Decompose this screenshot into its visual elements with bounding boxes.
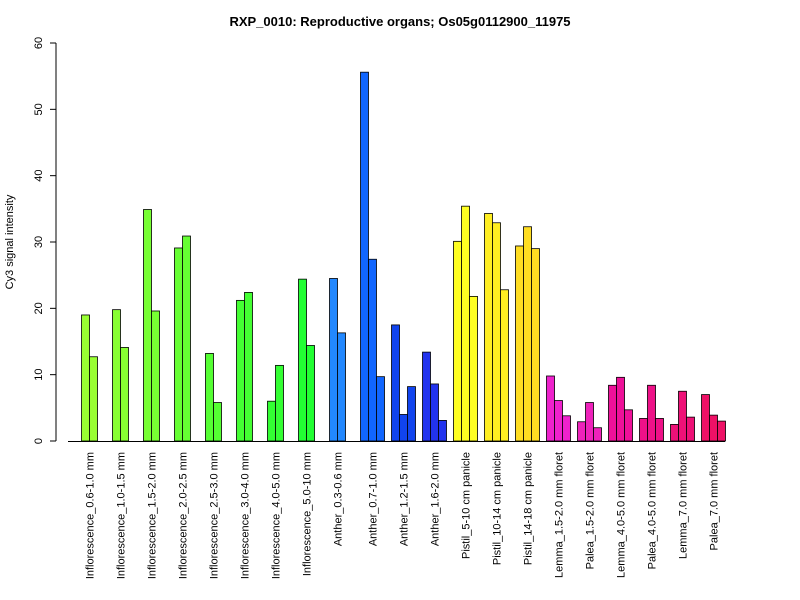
category-label: Pistil_5-10 cm panicle — [461, 452, 473, 559]
bar — [717, 420, 726, 442]
y-tick-label: 60 — [33, 37, 45, 49]
bar — [399, 414, 408, 442]
bar — [678, 390, 687, 442]
bar — [213, 402, 222, 442]
bar — [81, 314, 90, 442]
bar — [329, 278, 338, 442]
bar — [655, 418, 664, 442]
category-label: Pistil_10-14 cm panicle — [492, 452, 504, 565]
category-label: Anther_0.3-0.6 mm — [333, 452, 345, 546]
category-label: Lemma_7.0 mm floret — [678, 452, 690, 559]
category-label: Inflorescence_1.0-1.5 mm — [116, 452, 128, 579]
bar — [701, 394, 710, 442]
bar — [391, 324, 400, 442]
category-labels: Inflorescence_0.6-1.0 mm Inflorescence_1.… — [85, 452, 721, 579]
y-axis: 0 10 20 30 40 50 60 — [33, 37, 57, 444]
y-tick-label: 30 — [33, 236, 45, 248]
bar — [523, 226, 532, 442]
bar — [174, 247, 183, 442]
bar — [89, 356, 98, 442]
bar — [709, 414, 718, 442]
y-tick-label: 10 — [33, 369, 45, 381]
bar — [492, 222, 501, 442]
y-axis-label: Cy3 signal intensity — [4, 194, 16, 289]
bar — [376, 376, 385, 442]
bar — [430, 383, 439, 442]
bar — [546, 375, 555, 442]
bars — [81, 71, 726, 442]
category-label: Inflorescence_4.0-5.0 mm — [271, 452, 283, 579]
category-label: Inflorescence_3.0-4.0 mm — [240, 452, 252, 579]
bar — [306, 345, 315, 442]
category-label: Inflorescence_2.0-2.5 mm — [178, 452, 190, 579]
bar — [616, 376, 625, 442]
bar — [554, 400, 563, 442]
category-label: Palea_4.0-5.0 mm floret — [647, 452, 659, 569]
bar — [515, 245, 524, 442]
bar — [275, 364, 284, 442]
category-label: Palea_1.5-2.0 mm floret — [585, 452, 597, 569]
bar — [120, 347, 129, 442]
category-label: Lemma_4.0-5.0 mm floret — [616, 452, 628, 578]
category-label: Lemma_1.5-2.0 mm floret — [554, 452, 566, 578]
bar — [647, 384, 656, 442]
category-label: Anther_0.7-1.0 mm — [368, 452, 380, 546]
bar — [244, 292, 253, 442]
bar — [500, 289, 509, 442]
bar — [593, 427, 602, 442]
bar — [562, 415, 571, 442]
category-label: Inflorescence_1.5-2.0 mm — [147, 452, 159, 579]
bar — [360, 71, 369, 442]
bar — [531, 248, 540, 442]
category-label: Inflorescence_5.0-10 mm — [302, 452, 314, 576]
bar — [469, 295, 478, 442]
chart-title: RXP_0010: Reproductive organs; Os05g0112… — [229, 14, 570, 29]
category-label: Anther_1.2-1.5 mm — [399, 452, 411, 546]
bar — [151, 310, 160, 442]
bar — [608, 384, 617, 442]
bar — [686, 416, 695, 442]
bar — [670, 424, 679, 442]
bar — [298, 278, 307, 442]
bar — [143, 209, 152, 442]
bar — [453, 240, 462, 442]
category-label: Inflorescence_0.6-1.0 mm — [85, 452, 97, 579]
bar — [236, 299, 245, 442]
bar — [267, 400, 276, 442]
bar — [624, 409, 633, 442]
y-tick-label: 0 — [33, 438, 45, 444]
bar — [422, 351, 431, 442]
category-label: Palea_7.0 mm floret — [709, 452, 721, 550]
y-tick-label: 50 — [33, 103, 45, 115]
bar — [337, 332, 346, 442]
bar — [407, 386, 416, 442]
bar — [639, 418, 648, 442]
category-label: Pistil_14-18 cm panicle — [523, 452, 535, 565]
bar — [438, 420, 447, 442]
bar — [585, 402, 594, 442]
bar — [182, 235, 191, 442]
category-label: Anther_1.6-2.0 mm — [430, 452, 442, 546]
category-label: Inflorescence_2.5-3.0 mm — [209, 452, 221, 579]
bar — [461, 205, 470, 442]
bar — [484, 213, 493, 442]
bar — [112, 309, 121, 442]
y-tick-label: 40 — [33, 170, 45, 182]
bar — [368, 258, 377, 442]
y-tick-label: 20 — [33, 302, 45, 314]
bar — [205, 353, 214, 442]
bar — [577, 421, 586, 442]
